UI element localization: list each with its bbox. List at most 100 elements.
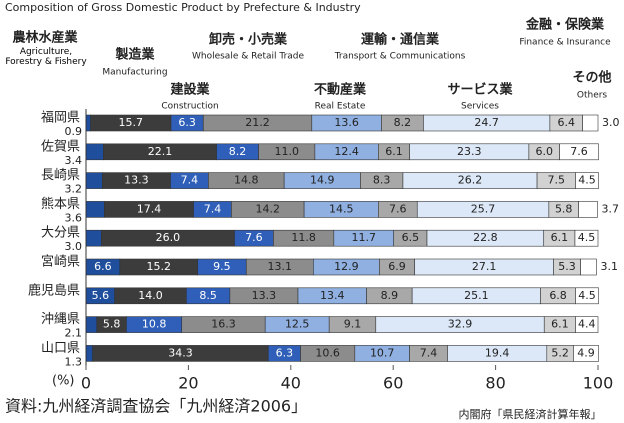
value-label: 19.4 <box>485 346 510 359</box>
value-label: 1.3 <box>65 355 83 368</box>
value-label: 12.5 <box>285 318 310 331</box>
value-label: 16.3 <box>211 318 236 331</box>
y-tick-label: 佐賀県 <box>41 139 80 154</box>
value-label: 13.1 <box>268 260 293 273</box>
value-label: 13.4 <box>320 289 345 302</box>
source: 資料:九州経済調査協会「九州経済2006」 <box>5 397 307 416</box>
value-label: 8.5 <box>199 289 217 302</box>
legend-label-en: Agriculture, Forestry & Fishery <box>5 47 87 67</box>
bar-segment <box>575 172 599 189</box>
value-label: 8.3 <box>373 174 391 187</box>
value-label: 14.0 <box>138 289 163 302</box>
value-label: 12.4 <box>334 145 359 158</box>
value-label: 8.2 <box>229 145 247 158</box>
legend-label-en: Transport & Communications <box>334 52 466 62</box>
value-label: 3.1 <box>600 260 618 273</box>
value-label: 13.3 <box>124 174 149 187</box>
value-label: 8.2 <box>394 116 412 129</box>
value-label: 6.0 <box>535 145 553 158</box>
unit-label: (%) <box>52 374 75 389</box>
value-label: 3.0 <box>65 240 83 253</box>
value-label: 7.4 <box>181 174 199 187</box>
value-label: 3.0 <box>602 116 620 129</box>
value-label: 3.6 <box>65 211 83 224</box>
value-label: 10.6 <box>315 346 340 359</box>
value-label: 26.0 <box>156 231 181 244</box>
value-label: 32.9 <box>448 318 473 331</box>
value-label: 14.9 <box>310 174 335 187</box>
value-label: 9.5 <box>213 260 231 273</box>
value-label: 10.7 <box>370 346 395 359</box>
x-tick-label: 20 <box>178 374 198 393</box>
value-label: 9.1 <box>344 318 362 331</box>
note: 内閣府「県民経済計算年報」 <box>459 407 602 421</box>
value-label: 4.5 <box>578 231 596 244</box>
legend-label-en-text: Agriculture, Forestry & Fishery <box>5 47 87 67</box>
bar-segment <box>578 201 598 218</box>
bar-segment <box>85 143 104 161</box>
x-tick-label: 80 <box>485 374 505 393</box>
value-label: 6.1 <box>385 145 403 158</box>
value-label: 6.4 <box>558 116 576 129</box>
value-label: 7.6 <box>389 202 407 215</box>
y-tick-label: 沖縄県 <box>41 312 80 327</box>
y-tick-label: 熊本県 <box>41 196 80 212</box>
value-label: 4.4 <box>578 318 596 331</box>
value-label: 7.6 <box>245 231 263 244</box>
bar-segment <box>575 316 599 333</box>
value-label: 5.2 <box>551 346 569 359</box>
value-label: 24.7 <box>474 116 499 129</box>
legend-label: 建設業 <box>170 82 210 98</box>
value-label: 6.3 <box>276 346 294 359</box>
legend-label: 金融・保険業 <box>525 17 605 33</box>
value-label: 6.3 <box>178 116 196 129</box>
bar-segment <box>580 258 597 276</box>
value-label: 11.8 <box>291 231 316 244</box>
x-tick-label: 40 <box>281 374 301 393</box>
legend-label: 農林水産業 <box>12 30 78 46</box>
value-label: 15.2 <box>146 260 171 273</box>
legend-label: 不動産業 <box>314 82 367 98</box>
legend-label-en: Manufacturing <box>102 68 167 78</box>
bar-segment <box>574 229 599 247</box>
value-label: 11.0 <box>274 145 299 158</box>
value-label: 17.4 <box>137 202 162 215</box>
value-label: 6.5 <box>402 231 420 244</box>
value-label: 25.7 <box>471 202 496 215</box>
legend-label-en: Real Estate <box>315 102 366 112</box>
legend-label: その他 <box>572 70 611 86</box>
value-label: 8.9 <box>381 289 399 302</box>
value-label: 7.5 <box>548 174 566 187</box>
value-label: 6.1 <box>551 231 569 244</box>
value-label: 26.2 <box>458 174 483 187</box>
value-label: 14.8 <box>234 174 259 187</box>
value-label: 7.4 <box>420 346 438 359</box>
value-label: 4.5 <box>578 289 596 302</box>
legend-label: 卸売・小売業 <box>209 32 288 48</box>
value-label: 6.1 <box>551 318 569 331</box>
legend-label: サービス業 <box>447 82 513 98</box>
legend-label-en: Finance & Insurance <box>519 38 611 48</box>
chart-subtitle: Composition of Gross Domestic Product by… <box>5 1 361 14</box>
value-label: 5.6 <box>92 289 110 302</box>
y-tick-label: 大分県 <box>41 226 80 241</box>
legend-label-en: Construction <box>161 102 218 112</box>
value-label: 22.1 <box>148 145 173 158</box>
value-label: 14.2 <box>256 202 281 215</box>
bar-segment <box>85 201 105 218</box>
bar-segment <box>85 172 103 189</box>
value-label: 6.8 <box>549 289 567 302</box>
value-label: 7.6 <box>570 145 588 158</box>
y-tick-label: 宮崎県 <box>41 254 80 270</box>
value-label: 22.8 <box>473 231 498 244</box>
bar-segment <box>85 316 98 333</box>
value-label: 11.7 <box>352 231 377 244</box>
value-label: 6.6 <box>94 260 112 273</box>
bar-segment <box>85 229 102 247</box>
x-tick-label: 0 <box>81 374 91 393</box>
value-label: 14.5 <box>329 202 354 215</box>
value-label: 2.1 <box>65 327 83 340</box>
bar-segment <box>573 345 599 362</box>
value-label: 5.3 <box>558 260 576 273</box>
bar-segment <box>85 345 93 362</box>
